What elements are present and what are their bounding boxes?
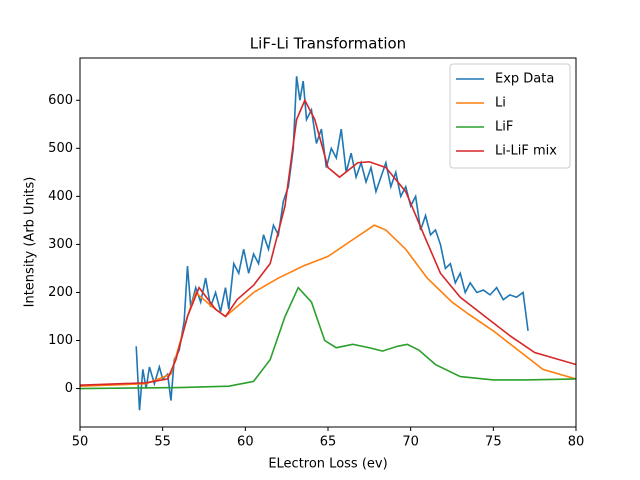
series-line [80, 224, 576, 387]
y-axis-label: Intensity (Arb Units) [23, 177, 38, 308]
y-tick-label: 200 [48, 285, 73, 300]
legend-label: LiF [495, 120, 513, 135]
y-tick-label: 300 [48, 237, 73, 252]
legend-box [449, 63, 571, 169]
series-line [80, 98, 576, 386]
x-tick-label: 75 [485, 435, 502, 450]
x-tick-label: 65 [320, 435, 337, 450]
x-tick-label: 80 [568, 435, 585, 450]
x-axis-label: ELectron Loss (ev) [268, 457, 387, 472]
chart-title: LiF-Li Transformation [250, 35, 406, 53]
x-tick-label: 55 [154, 435, 171, 450]
x-tick-label: 70 [402, 435, 419, 450]
y-tick-label: 0 [65, 381, 73, 396]
y-tick-label: 600 [48, 93, 73, 108]
legend-label: Li [495, 96, 506, 111]
x-tick-label: 60 [237, 435, 254, 450]
y-tick-label: 100 [48, 333, 73, 348]
y-tick-label: 400 [48, 189, 73, 204]
plot-frame [79, 57, 577, 428]
series-line [80, 286, 576, 390]
series-line [135, 76, 529, 411]
legend-label: Exp Data [495, 72, 554, 87]
x-tick-label: 50 [72, 435, 89, 450]
y-tick-label: 500 [48, 141, 73, 156]
legend-label: Li-LiF mix [495, 144, 557, 159]
